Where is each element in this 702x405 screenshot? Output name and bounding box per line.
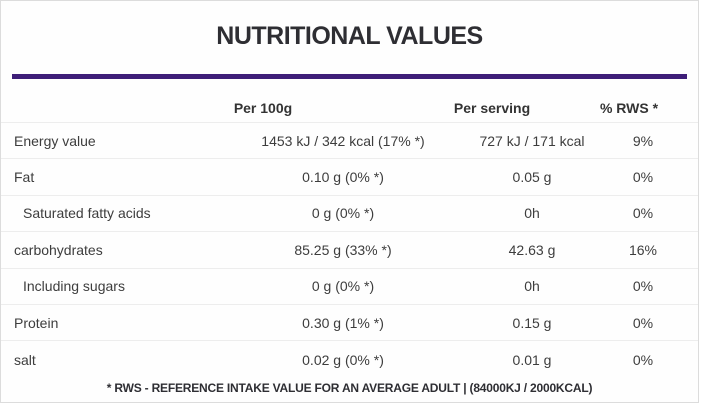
table-row-energy: Energy value 1453 kJ / 342 kcal (17% *) …	[1, 123, 698, 160]
column-header-per-100g: Per 100g	[233, 100, 293, 116]
per-serving-value: 727 kJ / 171 kcal	[479, 132, 585, 149]
per-100g-value: 0.10 g (0% *)	[302, 169, 384, 186]
rws-value: 0%	[632, 205, 654, 222]
row-label: Energy value	[14, 132, 96, 149]
rws-footnote: * RWS - REFERENCE INTAKE VALUE FOR AN AV…	[106, 380, 593, 395]
per-100g-value: 0 g (0% *)	[311, 278, 375, 295]
per-100g-value: 85.25 g (33% *)	[294, 241, 392, 258]
per-serving-value: 0.01 g	[512, 351, 552, 368]
row-label: salt	[14, 351, 36, 368]
per-serving-value: 42.63 g	[508, 241, 556, 258]
column-header-rws: % RWS *	[599, 100, 659, 116]
row-label: Protein	[14, 314, 59, 331]
column-header-per-serving: Per serving	[453, 100, 531, 116]
rws-value: 0%	[632, 314, 654, 331]
table-row-saturated-fat: Saturated fatty acids 0 g (0% *) 0h 0%	[1, 196, 698, 233]
row-label: Fat	[14, 169, 35, 186]
per-100g-value: 0 g (0% *)	[311, 205, 375, 222]
row-label: carbohydrates	[14, 241, 103, 258]
table-header-row: Per 100g Per serving % RWS *	[1, 79, 698, 123]
table-row-protein: Protein 0.30 g (1% *) 0.15 g 0%	[1, 305, 698, 342]
table-row-carbohydrates: carbohydrates 85.25 g (33% *) 42.63 g 16…	[1, 232, 698, 269]
per-serving-value: 0h	[524, 278, 540, 295]
rws-value: 0%	[632, 278, 654, 295]
table-row-fat: Fat 0.10 g (0% *) 0.05 g 0%	[1, 159, 698, 196]
per-serving-value: 0h	[524, 205, 540, 222]
per-100g-value: 1453 kJ / 342 kcal (17% *)	[261, 132, 425, 149]
row-label: Including sugars	[23, 278, 125, 295]
per-100g-value: 0.02 g (0% *)	[302, 351, 384, 368]
page-title: NUTRITIONAL VALUES	[216, 22, 483, 50]
per-serving-value: 0.15 g	[512, 314, 552, 331]
row-label: Saturated fatty acids	[23, 205, 151, 222]
table-row-sugars: Including sugars 0 g (0% *) 0h 0%	[1, 269, 698, 305]
rws-value: 9%	[632, 132, 654, 149]
rws-value: 0%	[632, 351, 654, 368]
per-100g-value: 0.30 g (1% *)	[302, 314, 384, 331]
rws-value: 0%	[632, 169, 654, 186]
rws-value: 16%	[628, 241, 658, 258]
table-row-salt: salt 0.02 g (0% *) 0.01 g 0%	[1, 341, 698, 377]
accent-divider	[12, 74, 687, 79]
per-serving-value: 0.05 g	[512, 169, 552, 186]
